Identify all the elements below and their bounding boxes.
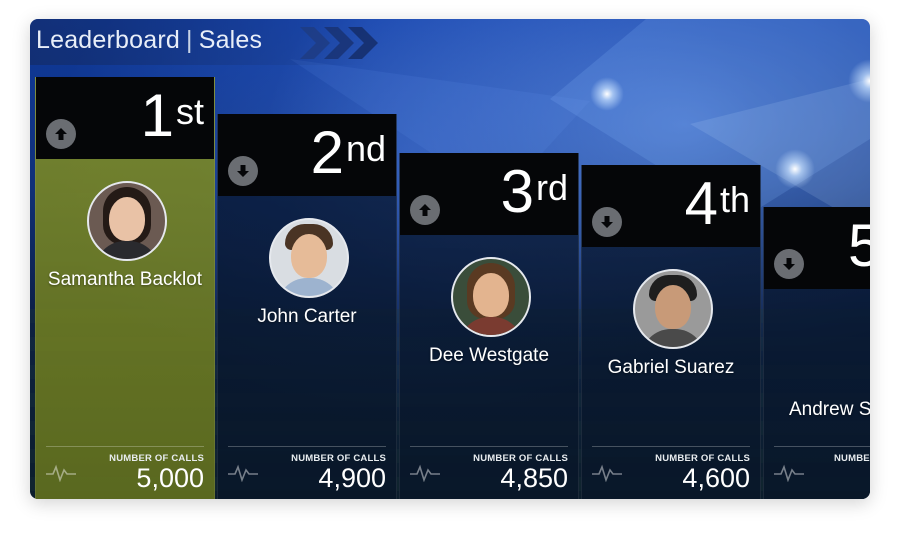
stadium-light: [590, 77, 624, 111]
title-sub: Sales: [198, 26, 263, 54]
calls-value: 4,850: [500, 463, 568, 493]
arrow-down-icon: [774, 249, 804, 279]
pulse-icon: [410, 464, 440, 487]
title-separator: |: [186, 26, 193, 54]
stat-label: NUMBER OF CALLS: [291, 453, 386, 464]
rank-box: 2nd: [218, 114, 396, 196]
stat-label: NUMBER OF CALLS: [473, 453, 568, 464]
divider: [774, 446, 870, 447]
rank-box: 3rd: [400, 153, 578, 235]
avatar: [87, 181, 167, 261]
leader-card-3[interactable]: 3rd Dee Westgate NUMBER OF CALLS 4,850: [399, 153, 579, 499]
leader-name: Dee Westgate: [428, 345, 550, 366]
rank-label: 1st: [140, 82, 204, 149]
title-bar: Leaderboard | Sales: [30, 19, 378, 65]
leader-card-2[interactable]: 2nd John Carter NUMBER OF CALLS 4,900: [217, 114, 397, 499]
arrow-down-icon: [228, 156, 258, 186]
rank-label: 3rd: [500, 158, 568, 225]
pulse-icon: [774, 464, 804, 487]
stadium-light: [775, 149, 815, 189]
avatar: [633, 269, 713, 349]
leader-card-5[interactable]: 5 Andrew S NUMBER OF CALLS 4: [763, 207, 870, 499]
stat-label: NUMBER OF CALLS: [655, 453, 750, 464]
arrow-up-icon: [410, 195, 440, 225]
leaderboard-frame: Leaderboard | Sales 1st Samantha Backlot: [30, 19, 870, 499]
rank-label: 5: [848, 211, 870, 281]
leader-name: John Carter: [257, 306, 357, 327]
calls-value: 4,600: [682, 463, 750, 493]
stat-label: NUMBER OF CALLS: [834, 453, 870, 464]
avatar: [269, 218, 349, 298]
leader-name: Andrew S: [789, 399, 870, 420]
leader-card-1[interactable]: 1st Samantha Backlot NUMBER OF CALLS 5,0…: [35, 77, 215, 499]
rank-box: 4th: [582, 165, 760, 247]
arrow-down-icon: [592, 207, 622, 237]
calls-value: 5,000: [136, 463, 204, 493]
divider: [410, 446, 568, 447]
avatar: [451, 257, 531, 337]
stat-label: NUMBER OF CALLS: [109, 453, 204, 464]
stadium-light: [848, 59, 870, 103]
title-main: Leaderboard: [36, 26, 180, 54]
divider: [46, 446, 204, 447]
leader-name: Samantha Backlot: [47, 269, 203, 290]
rank-label: 4th: [684, 170, 750, 237]
pulse-icon: [228, 464, 258, 487]
pulse-icon: [592, 464, 622, 487]
page-title: Leaderboard | Sales: [36, 26, 262, 55]
rank-label: 2nd: [310, 119, 386, 186]
leader-card-4[interactable]: 4th Gabriel Suarez NUMBER OF CALLS 4,600: [581, 165, 761, 499]
leader-name: Gabriel Suarez: [607, 357, 735, 378]
rank-box: 5: [764, 207, 870, 289]
rank-box: 1st: [36, 77, 214, 159]
divider: [592, 446, 750, 447]
pulse-icon: [46, 464, 76, 487]
divider: [228, 446, 386, 447]
calls-value: 4,900: [318, 463, 386, 493]
arrow-up-icon: [46, 119, 76, 149]
